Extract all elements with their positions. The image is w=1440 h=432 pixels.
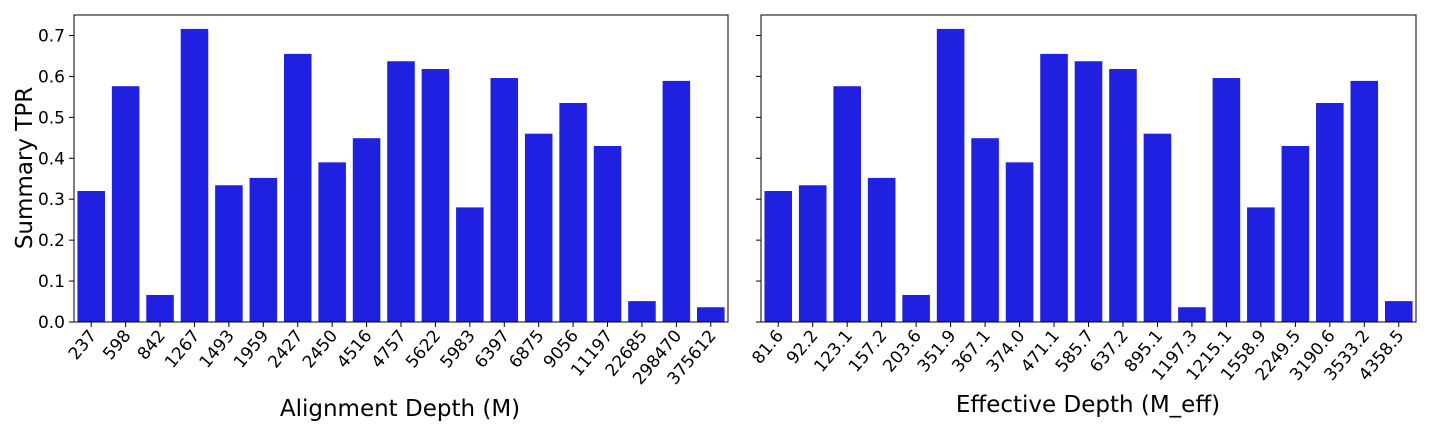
x-tick-label: 6397 [471,326,514,372]
bar-2450 [318,162,346,322]
bar-157.2 [867,177,896,322]
x-tick-label: 4516 [333,326,376,372]
bar-1215.1 [1212,78,1241,322]
x-tick-label: 4757 [368,326,411,372]
bar-842 [146,294,174,322]
x-tick-label: 237 [65,326,101,364]
panel-effective-depth: Effective Depth (M_eff) 81.692.2123.1157… [748,14,1417,418]
panel-alignment-depth: Summary TPR Alignment Depth (M) 0.0 0.1 0.… [12,14,729,422]
bar-4757 [387,61,415,322]
y-axis-title: Summary TPR [12,87,38,249]
x-tick-label: 5622 [402,326,445,372]
bar-2427 [283,53,312,322]
x-tick-label: 2427 [264,326,307,372]
bar-9056 [559,103,587,322]
bar-585.7 [1074,61,1103,322]
bar-6397 [490,78,519,322]
bar-203.6 [902,294,930,322]
bar-1558.9 [1247,207,1275,322]
bar-6875 [524,133,553,322]
bar-81.6 [764,191,793,322]
bar-237 [77,191,105,322]
bar-1267 [180,28,209,322]
bar-351.9 [936,28,965,322]
x-tick-label: 1267 [161,326,204,372]
bar-92.2 [798,185,827,322]
bar-4358.5 [1384,301,1413,322]
bar-1493 [215,185,243,322]
y-tick-label: 0.4 [38,149,65,169]
bar-1197.3 [1178,307,1206,322]
x-tick-label: 81.6 [748,326,788,368]
bar-3190.6 [1316,103,1344,322]
bar-598 [111,86,140,322]
x-tick-label: 1493 [196,326,239,372]
bar-123.1 [833,86,861,322]
y-tick-label: 0.6 [38,67,65,87]
bar-4516 [352,138,381,322]
bar-22685 [628,301,656,322]
y-tick-label: 0.2 [38,231,65,251]
bar-5622 [421,69,450,322]
y-tick-label: 0.7 [38,26,65,46]
bar-298470 [662,80,691,323]
x-tick-label: 1959 [230,326,273,372]
bar-375612 [697,307,725,322]
x-axis-title-alignment-depth: Alignment Depth (M) [280,396,520,422]
y-tick-label: 0.0 [38,313,65,333]
y-tick-label: 0.1 [38,272,65,292]
y-tick-label: 0.5 [38,108,65,128]
bar-2249.5 [1281,145,1310,322]
x-tick-label: 598 [99,326,135,364]
bar-895.1 [1143,133,1172,322]
x-tick-label: 2450 [299,326,342,372]
y-tick-label: 0.3 [38,190,65,210]
bar-367.1 [971,138,999,322]
bar-1959 [249,177,278,322]
x-tick-label: 6875 [505,326,548,372]
bar-637.2 [1109,69,1137,322]
bar-3533.2 [1350,80,1379,323]
bar-471.1 [1040,53,1068,322]
bar-11197 [593,145,622,322]
bar-374.0 [1005,162,1034,322]
bar-5983 [456,207,484,322]
x-tick-label: 5983 [437,326,480,372]
x-axis-title-effective-depth: Effective Depth (M_eff) [956,392,1220,418]
